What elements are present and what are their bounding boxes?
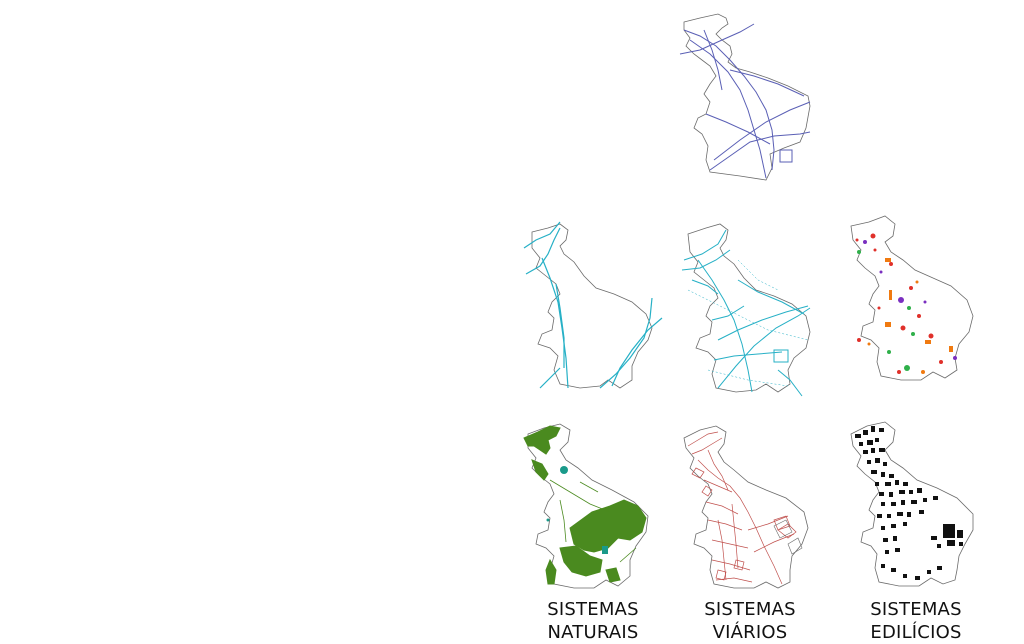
point-markers	[855, 233, 957, 374]
blue-road-lines	[679, 23, 811, 179]
caption-road-systems: SISTEMAS VIÁRIOS	[680, 598, 820, 644]
map-natural-systems	[520, 420, 660, 592]
caption-road-line1: SISTEMAS	[704, 599, 796, 620]
map-cyan-network	[678, 220, 828, 405]
cyan-minor-dashes	[687, 259, 809, 387]
caption-building-line1: SISTEMAS	[870, 599, 962, 620]
green-lines	[549, 479, 637, 563]
caption-building-systems: SISTEMAS EDILÍCIOS	[846, 598, 986, 644]
map-blue-network	[670, 10, 820, 185]
region-outline	[683, 425, 809, 589]
map-points	[845, 212, 985, 392]
map-road-systems	[678, 420, 818, 592]
region-outline	[531, 223, 653, 389]
gray-buildings-outline	[773, 519, 803, 555]
region-outline	[850, 421, 974, 587]
green-areas	[523, 425, 647, 585]
cyan-network-lines	[681, 229, 811, 397]
region-outline	[850, 215, 974, 381]
map-cyan-water	[520, 218, 670, 403]
caption-natural-line2: NATURAIS	[547, 622, 639, 643]
caption-natural-line1: SISTEMAS	[547, 599, 639, 620]
teal-water	[546, 466, 608, 554]
red-street-lines	[687, 431, 797, 585]
caption-road-line2: VIÁRIOS	[712, 622, 788, 643]
caption-building-line2: EDILÍCIOS	[870, 622, 962, 643]
cyan-water-lines	[523, 221, 663, 389]
map-building-systems	[845, 418, 985, 592]
region-outline	[683, 13, 811, 181]
caption-natural-systems: SISTEMAS NATURAIS	[523, 598, 663, 644]
region-outline	[527, 423, 649, 589]
building-footprints	[855, 426, 963, 580]
region-outline	[687, 223, 811, 393]
